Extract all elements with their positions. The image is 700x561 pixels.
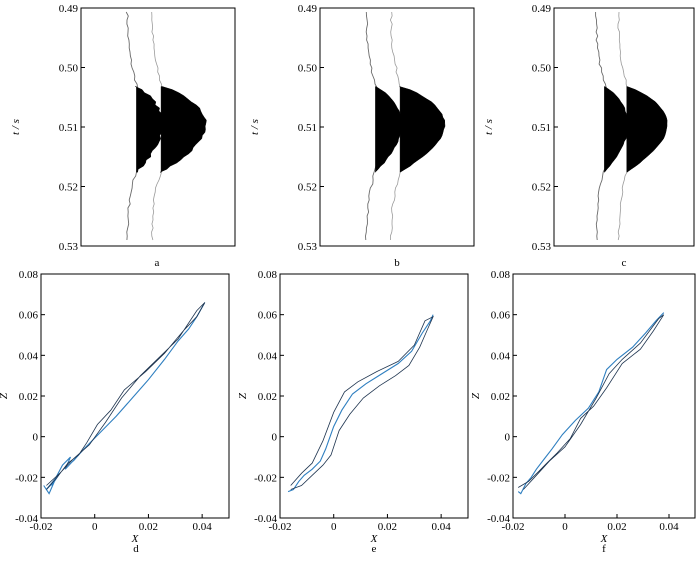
y-tick-label: 0.49 xyxy=(532,3,552,15)
y-tick-label: -0.02 xyxy=(254,472,277,484)
trajectory-line-2 xyxy=(517,314,665,490)
x-tick-label: 0.04 xyxy=(432,521,452,533)
bubble-shape xyxy=(399,86,446,173)
x-tick-label: 0 xyxy=(331,521,337,533)
x-tick-label: 0.02 xyxy=(378,521,397,533)
x-tick-label: -0.02 xyxy=(30,521,53,533)
y-axis-label: t / s xyxy=(249,119,261,135)
y-axis-label: t / s xyxy=(483,119,495,135)
x-tick-label: 0.04 xyxy=(659,521,679,533)
panel-label: c xyxy=(622,257,627,269)
y-tick-label: 0 xyxy=(505,432,511,444)
y-tick-label: 0.52 xyxy=(532,182,551,194)
y-tick-label: 0.51 xyxy=(59,122,78,134)
panel-e: -0.02 0 0.02 0.04-0.04-0.0200.020.040.060.0… xyxy=(237,269,469,555)
y-tick-label: 0.49 xyxy=(298,3,318,15)
y-tick-label: 0.08 xyxy=(19,269,39,281)
y-tick-label: 0.06 xyxy=(19,310,39,322)
y-tick-label: 0.50 xyxy=(59,63,79,75)
x-tick-label: 0.04 xyxy=(193,521,213,533)
y-tick-label: 0.04 xyxy=(19,350,39,362)
y-tick-label: -0.02 xyxy=(15,472,38,484)
y-tick-label: -0.02 xyxy=(487,472,510,484)
axis-frame xyxy=(279,273,469,519)
bubble-shape xyxy=(374,86,403,173)
x-tick-label: 0.02 xyxy=(607,521,626,533)
bubble-shape xyxy=(626,86,668,173)
y-tick-label: 0.52 xyxy=(59,182,78,194)
trajectory-line-2 xyxy=(46,302,206,490)
y-axis-label: Z xyxy=(470,392,482,399)
trajectory-line-2 xyxy=(290,315,434,490)
y-axis-label: Z xyxy=(0,392,10,399)
y-tick-label: -0.04 xyxy=(487,513,510,525)
panel-f: -0.02 0 0.02 0.04-0.04-0.0200.020.040.060.0… xyxy=(470,269,696,555)
y-tick-label: 0.52 xyxy=(298,182,317,194)
y-tick-label: 0.53 xyxy=(532,241,552,253)
panel-a: 0.49 0.50 0.51 0.52 0.53 t / s a xyxy=(10,3,236,269)
y-tick-label: 0.50 xyxy=(298,63,318,75)
bubble-shape xyxy=(604,86,629,173)
panel-label: f xyxy=(602,543,606,555)
y-tick-label: 0.06 xyxy=(258,310,278,322)
panel-label: e xyxy=(372,543,377,555)
bubble-shape xyxy=(135,86,164,173)
x-axis-label: X xyxy=(131,533,140,545)
x-tick-label: 0.02 xyxy=(139,521,158,533)
x-tick-label: 0 xyxy=(562,521,568,533)
bubble-shape xyxy=(159,86,207,173)
y-tick-label: 0.53 xyxy=(59,241,79,253)
y-tick-label: 0.04 xyxy=(258,350,278,362)
y-axis-label: Z xyxy=(237,392,249,399)
y-tick-label: 0.06 xyxy=(491,310,511,322)
y-tick-label: 0 xyxy=(33,432,39,444)
x-tick-label: -0.02 xyxy=(269,521,292,533)
panel-label: d xyxy=(133,543,139,555)
axis-frame xyxy=(512,273,696,519)
x-axis-label: X xyxy=(600,533,609,545)
y-tick-label: 0 xyxy=(272,432,278,444)
y-tick-label: -0.04 xyxy=(254,513,277,525)
trajectory-line-1 xyxy=(287,314,434,493)
x-tick-label: 0 xyxy=(92,521,98,533)
trajectory-line-1 xyxy=(517,312,665,495)
y-tick-label: 0.49 xyxy=(59,3,79,15)
panel-c: 0.49 0.50 0.51 0.52 0.53 t / s c xyxy=(483,3,695,269)
panel-d: -0.02 0 0.02 0.04-0.04-0.0200.020.040.060.0… xyxy=(0,269,230,555)
y-tick-label: 0.04 xyxy=(491,350,511,362)
panel-b: 0.49 0.50 0.51 0.52 0.53 t / s b xyxy=(249,3,475,269)
x-tick-label: -0.02 xyxy=(502,521,525,533)
panel-label: a xyxy=(155,257,160,269)
y-tick-label: 0.50 xyxy=(532,63,552,75)
y-tick-label: 0.02 xyxy=(258,391,277,403)
y-tick-label: 0.02 xyxy=(19,391,38,403)
y-tick-label: 0.53 xyxy=(298,241,318,253)
y-axis-label: t / s xyxy=(10,119,22,135)
y-tick-label: -0.04 xyxy=(15,513,38,525)
y-tick-label: 0.51 xyxy=(298,122,317,134)
panel-label: b xyxy=(394,257,400,269)
y-tick-label: 0.51 xyxy=(532,122,551,134)
y-tick-label: 0.08 xyxy=(491,269,511,281)
x-axis-label: X xyxy=(370,533,379,545)
y-tick-label: 0.02 xyxy=(491,391,510,403)
y-tick-label: 0.08 xyxy=(258,269,278,281)
